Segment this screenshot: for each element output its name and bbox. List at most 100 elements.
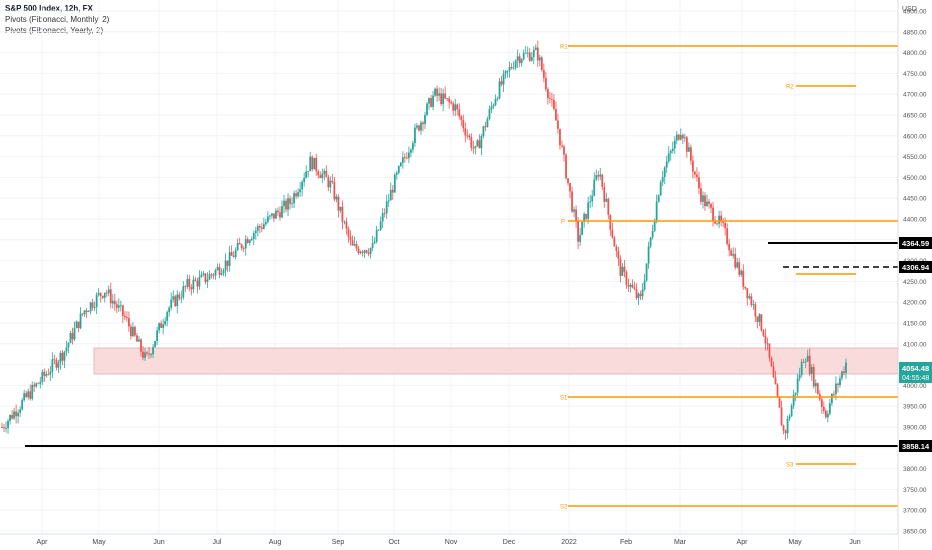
time-tick-label: Apr (737, 539, 749, 546)
candle (154, 340, 156, 348)
candle (645, 263, 648, 282)
candle (651, 224, 654, 240)
candle (720, 210, 723, 227)
candle (59, 350, 62, 370)
price-tick-label: 4550.00 (903, 154, 927, 161)
candle (285, 198, 287, 213)
candle (339, 206, 342, 213)
candle (331, 174, 334, 184)
candle (730, 248, 733, 257)
candle (65, 340, 68, 356)
price-tag-last: 4054.48 04:55:48 (899, 362, 932, 383)
candle (39, 376, 42, 389)
candle (780, 400, 783, 426)
candle (424, 111, 426, 129)
candle (490, 101, 493, 114)
candle (101, 295, 104, 300)
candle (103, 292, 106, 303)
candle (319, 171, 322, 179)
candle (67, 342, 70, 354)
price-tag-4306: 4306.94 (899, 261, 932, 273)
candle (367, 248, 370, 257)
candle (659, 179, 662, 196)
candle (287, 193, 289, 217)
candle (401, 151, 404, 169)
candle (802, 358, 805, 363)
candle (573, 206, 575, 218)
candle (587, 196, 590, 224)
time-tick-label: May (92, 539, 106, 546)
candle (307, 171, 310, 178)
indicator-yearly-pivots[interactable]: Pivots (Fibonacci, Yearly, 2) (5, 26, 104, 35)
candle (649, 236, 652, 249)
candle (190, 284, 193, 296)
candle (835, 376, 837, 401)
price-tick-label: 4700.00 (903, 92, 927, 99)
candle (728, 238, 731, 257)
candle (178, 291, 181, 301)
candle (833, 390, 835, 398)
candle (387, 193, 390, 207)
candle (41, 369, 44, 386)
time-axis[interactable]: Apr May Jun Jul Aug Sep Oct Nov Dec 2022 Feb Mar Apr… (37, 539, 861, 546)
candle (452, 101, 455, 116)
candle (812, 363, 815, 389)
candle (575, 205, 577, 228)
pivot-p-label: P (561, 220, 565, 226)
candle (33, 381, 36, 393)
candle (83, 309, 86, 317)
candle (571, 186, 573, 214)
candle (53, 354, 56, 365)
candle (144, 348, 146, 361)
candle (448, 95, 451, 109)
candle (712, 201, 714, 227)
price-axis[interactable]: 4900.00 4850.00 4800.00 4750.00 4700.00 4650.… (903, 9, 927, 536)
candle (172, 290, 175, 303)
candle (63, 350, 66, 369)
candle (744, 286, 747, 290)
candle (226, 260, 229, 273)
candle (379, 216, 382, 232)
candle (603, 182, 606, 208)
candle (345, 217, 348, 235)
candle (121, 304, 124, 324)
candle (478, 134, 481, 149)
candle (410, 148, 412, 158)
candle (444, 86, 447, 100)
candle (508, 61, 511, 78)
candle (166, 310, 169, 327)
candle (772, 361, 775, 378)
candle (418, 124, 420, 132)
price-tick-label: 4400.00 (903, 217, 927, 224)
candle (679, 128, 682, 141)
bar-countdown: 04:55:48 (902, 375, 929, 382)
candle (91, 298, 94, 311)
pivot-s3-label: S3 (786, 463, 794, 469)
candle (619, 255, 622, 283)
candle (627, 278, 630, 292)
time-tick-label: 2022 (561, 539, 577, 546)
candle (123, 311, 126, 321)
candle (337, 194, 340, 218)
candle (599, 167, 602, 181)
indicator-monthly-pivots[interactable]: Pivots (Fibonacci, Monthly, 2) (5, 15, 110, 24)
candle (152, 344, 154, 359)
candle (214, 268, 217, 280)
candle (140, 338, 142, 357)
candle (119, 300, 122, 312)
candle (534, 44, 537, 51)
candle (369, 247, 372, 259)
candle (200, 271, 203, 278)
candle (778, 396, 781, 408)
candle (742, 264, 745, 291)
candle (156, 326, 159, 346)
candle (542, 63, 545, 83)
candle (706, 194, 708, 207)
candle (416, 122, 418, 130)
candle (57, 359, 60, 373)
symbol-title[interactable]: S&P 500 Index, 12h, FX (5, 4, 93, 13)
candle (665, 155, 668, 173)
candle (170, 292, 173, 311)
candle (768, 343, 771, 362)
